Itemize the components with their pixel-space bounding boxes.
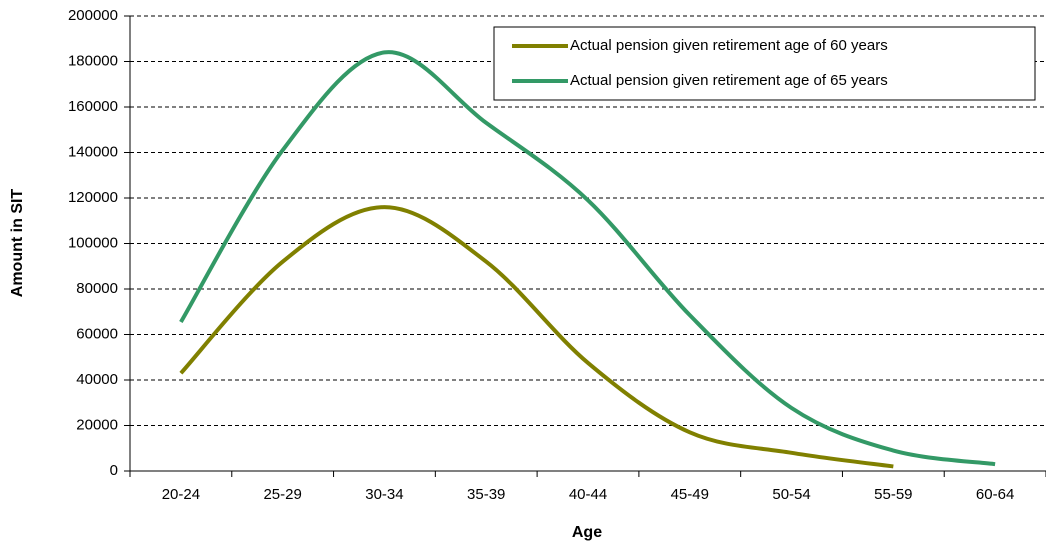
legend-label: Actual pension given retirement age of 6…: [570, 72, 888, 89]
y-tick-label: 40000: [76, 371, 118, 388]
x-tick-label: 35-39: [467, 486, 505, 503]
y-tick-label: 200000: [68, 7, 118, 24]
legend-box: [493, 26, 1036, 101]
x-axis-label: Age: [572, 524, 602, 541]
x-tick-label: 30-34: [365, 486, 403, 503]
y-tick-label: 20000: [76, 416, 118, 433]
y-tick-label: 180000: [68, 52, 118, 69]
y-axis-label: Amount in SIT: [9, 189, 26, 298]
y-tick-label: 160000: [68, 98, 118, 115]
y-tick-label: 80000: [76, 280, 118, 297]
y-tick-label: 140000: [68, 143, 118, 160]
x-tick-label: 45-49: [671, 486, 709, 503]
series-line: [179, 205, 894, 469]
legend-label: Actual pension given retirement age of 6…: [570, 37, 888, 54]
x-tick-label: 55-59: [874, 486, 912, 503]
y-tick-label: 100000: [68, 234, 118, 251]
y-tick-label: 0: [110, 462, 118, 479]
y-tick-label: 120000: [68, 189, 118, 206]
x-tick-label: 20-24: [162, 486, 200, 503]
y-tick-label: 60000: [76, 325, 118, 342]
x-tick-label: 50-54: [772, 486, 810, 503]
x-tick-label: 40-44: [569, 486, 607, 503]
x-tick-label: 25-29: [263, 486, 301, 503]
x-tick-label: 60-64: [976, 486, 1014, 503]
series-line: [179, 50, 996, 467]
